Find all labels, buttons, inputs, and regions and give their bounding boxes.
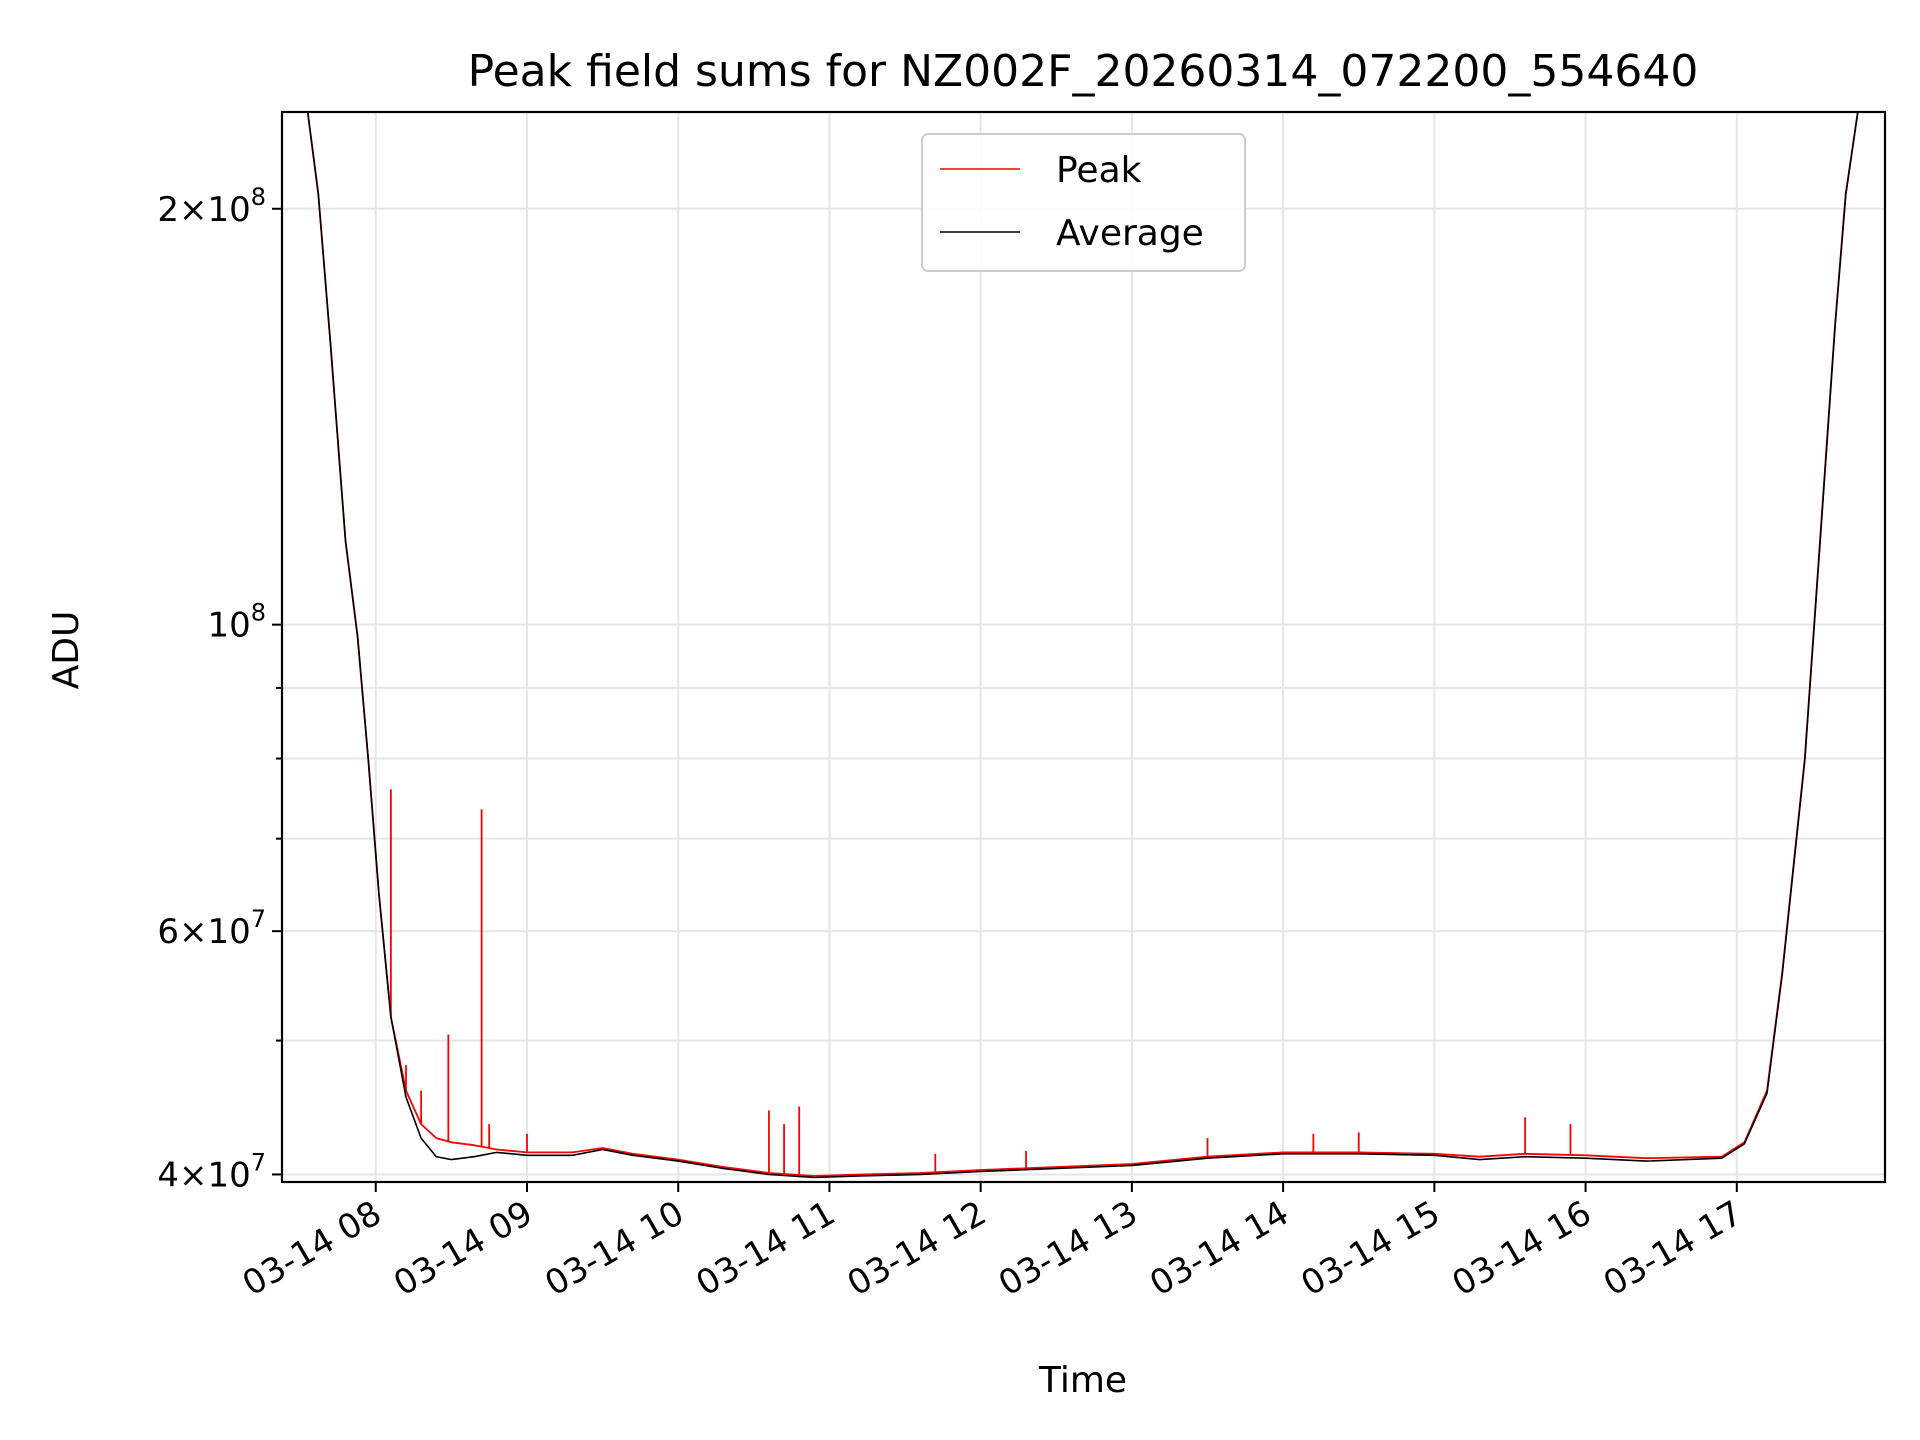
series-average — [282, 112, 1885, 1179]
y-axis: 4×107 6×107 108 2×108 — [157, 183, 282, 1195]
legend-average-label: Average — [1056, 213, 1204, 254]
y-tick-label: 2×108 — [157, 183, 266, 230]
legend: Peak Average — [921, 133, 1246, 272]
legend-peak-label: Peak — [1056, 150, 1142, 191]
series-layer — [282, 112, 1885, 1179]
x-axis-label: Time — [1038, 1360, 1127, 1401]
y-tick-label: 108 — [207, 599, 266, 646]
average-line — [282, 112, 1885, 1179]
plot-area — [282, 112, 1885, 1182]
y-tick-label: 4×107 — [157, 1148, 266, 1195]
y-axis-label: ADU — [46, 611, 87, 690]
chart-title: Peak field sums for NZ002F_20260314_0722… — [468, 46, 1699, 97]
grid — [282, 112, 1885, 1182]
axes-frame — [280, 110, 1887, 1184]
y-tick-label: 6×107 — [157, 905, 266, 952]
